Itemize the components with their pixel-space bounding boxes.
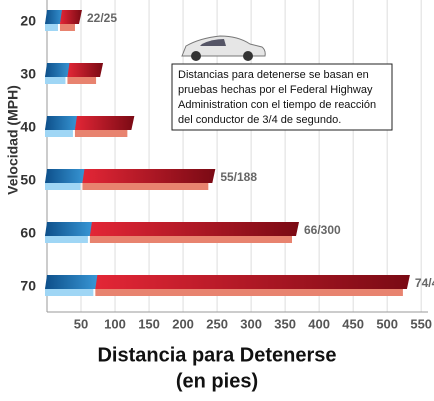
data-label: 55/188 <box>220 170 257 184</box>
x-tick-label: 400 <box>308 316 330 331</box>
data-label: 66/300 <box>304 223 341 237</box>
annotation-text: pruebas hechas por el Federal Highway <box>178 84 373 96</box>
y-tick-label: 20 <box>20 13 36 29</box>
data-label: 22/25 <box>87 11 117 25</box>
bar <box>60 10 82 24</box>
y-tick-label: 60 <box>20 225 36 241</box>
y-axis-label: Velocidad (MPH) <box>5 85 21 195</box>
y-tick-label: 70 <box>20 278 36 294</box>
bar <box>90 222 299 236</box>
annotation-text: Administration con el tiempo de reacción <box>178 99 376 111</box>
x-tick-label: 100 <box>104 316 126 331</box>
bar <box>95 275 410 289</box>
bar <box>75 116 134 130</box>
x-tick-label: 50 <box>74 316 88 331</box>
x-tick-label: 150 <box>138 316 160 331</box>
x-axis-label: (en pies) <box>176 370 258 392</box>
x-tick-label: 300 <box>240 316 262 331</box>
x-tick-label: 350 <box>274 316 296 331</box>
car-icon <box>182 36 265 61</box>
y-tick-label: 40 <box>20 119 36 135</box>
bar <box>45 116 80 130</box>
bar <box>82 169 215 183</box>
bar <box>45 275 100 289</box>
y-tick-label: 50 <box>20 172 36 188</box>
bar <box>45 169 87 183</box>
bar <box>67 63 103 77</box>
x-tick-label: 500 <box>376 316 398 331</box>
data-label: 74/455 <box>415 276 434 290</box>
x-axis-label: Distancia para Detenerse <box>97 344 336 366</box>
bar <box>45 222 95 236</box>
annotation-text: del conductor de 3/4 de segundo. <box>178 114 341 126</box>
chart: Velocidad (MPH) Distancia para Detenerse… <box>0 0 434 401</box>
annotation-text: Distancias para detenerse se basan en <box>178 69 369 81</box>
x-tick-label: 200 <box>172 316 194 331</box>
x-tick-label: 550 <box>410 316 432 331</box>
x-tick-label: 450 <box>342 316 364 331</box>
y-tick-label: 30 <box>20 66 36 82</box>
x-tick-label: 250 <box>206 316 228 331</box>
